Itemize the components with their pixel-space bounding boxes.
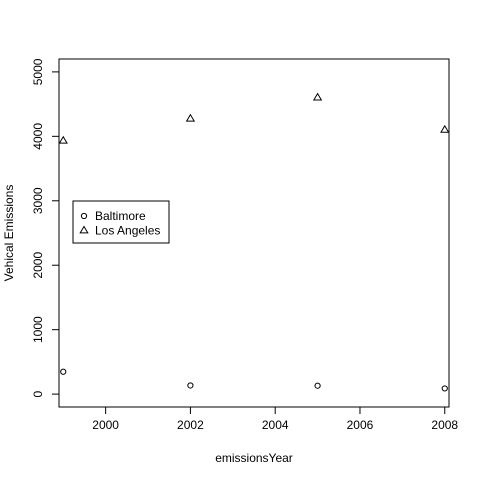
y-tick-label: 3000 [31, 187, 45, 214]
x-tick-label: 2006 [347, 418, 374, 432]
y-axis: 0 1000 2000 3000 4000 5000 [31, 58, 60, 397]
x-tick-label: 2002 [177, 418, 204, 432]
legend-marker-los-angeles [79, 225, 89, 234]
legend-label: Los Angeles [95, 224, 160, 238]
y-axis-title: Vehical Emissions [2, 185, 16, 282]
y-tick-label: 1000 [31, 316, 45, 343]
x-axis-title: emissionsYear [215, 451, 293, 465]
los-angeles-point [312, 92, 323, 101]
los-angeles-point [58, 135, 68, 144]
y-tick-label: 5000 [31, 58, 45, 85]
baltimore-point [187, 382, 194, 389]
y-tick-label: 4000 [31, 123, 45, 150]
x-tick-label: 2008 [431, 418, 458, 432]
y-tick-label: 0 [31, 390, 45, 397]
los-angeles-point [440, 124, 450, 133]
legend-box [72, 200, 170, 244]
baltimore-point [60, 368, 67, 375]
data-points [58, 92, 450, 392]
legend-label: Baltimore [95, 209, 146, 223]
x-tick-label: 2004 [262, 418, 289, 432]
legend-marker-baltimore [80, 212, 88, 220]
los-angeles-point [185, 113, 196, 122]
y-tick-label: 2000 [31, 252, 45, 279]
x-axis: 2000 2002 2004 2006 2008 [92, 406, 458, 432]
x-tick-label: 2000 [92, 418, 119, 432]
baltimore-point [441, 385, 448, 392]
baltimore-point [314, 382, 321, 389]
